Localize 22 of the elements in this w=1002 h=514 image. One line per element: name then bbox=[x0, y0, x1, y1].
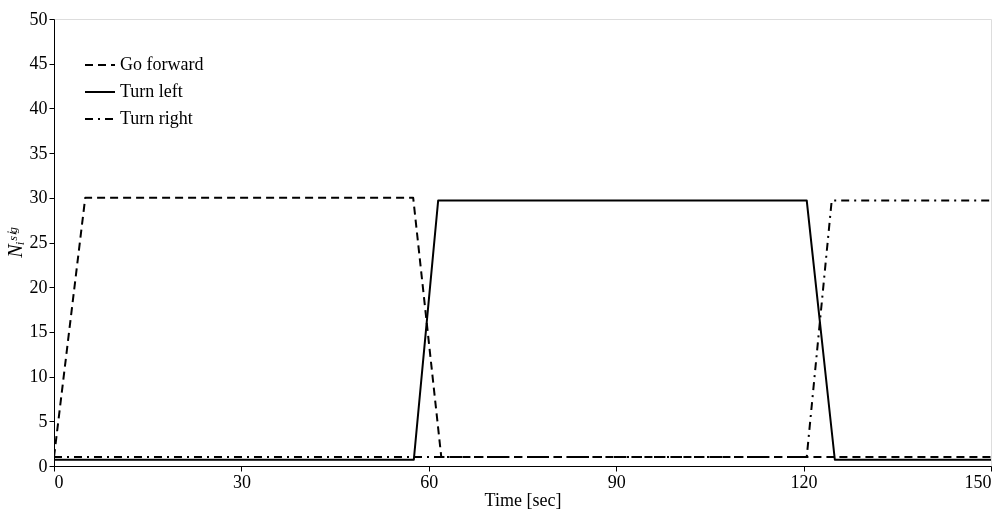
x-tick-label: 0 bbox=[54, 471, 64, 492]
legend-label: Go forward bbox=[120, 54, 204, 74]
y-tick-label: 5 bbox=[38, 410, 48, 431]
y-tick-label: 25 bbox=[29, 232, 48, 252]
y-tick-label: 45 bbox=[29, 53, 48, 74]
y-tick-label: 0 bbox=[38, 455, 48, 476]
x-axis-title: Time [sec] bbox=[484, 489, 562, 510]
y-tick-label: 50 bbox=[29, 8, 48, 29]
y-tick-label: 35 bbox=[29, 142, 48, 163]
x-tick-label: 150 bbox=[964, 471, 992, 492]
x-tick-label: 90 bbox=[607, 471, 626, 492]
x-tick-label: 120 bbox=[790, 471, 818, 492]
x-tick-label: 30 bbox=[232, 471, 251, 492]
legend-label: Turn right bbox=[120, 108, 193, 128]
y-tick-label: 20 bbox=[29, 276, 48, 297]
y-tick-label: 40 bbox=[29, 97, 48, 118]
y-tick-label: 15 bbox=[29, 321, 48, 342]
y-tick-label: 30 bbox=[29, 187, 48, 208]
y-tick-label: 10 bbox=[29, 366, 48, 387]
legend-label: Turn left bbox=[120, 81, 183, 101]
x-tick-label: 60 bbox=[420, 471, 439, 492]
y-axis-title: Nᵢˢⁱᵍ bbox=[3, 227, 26, 259]
